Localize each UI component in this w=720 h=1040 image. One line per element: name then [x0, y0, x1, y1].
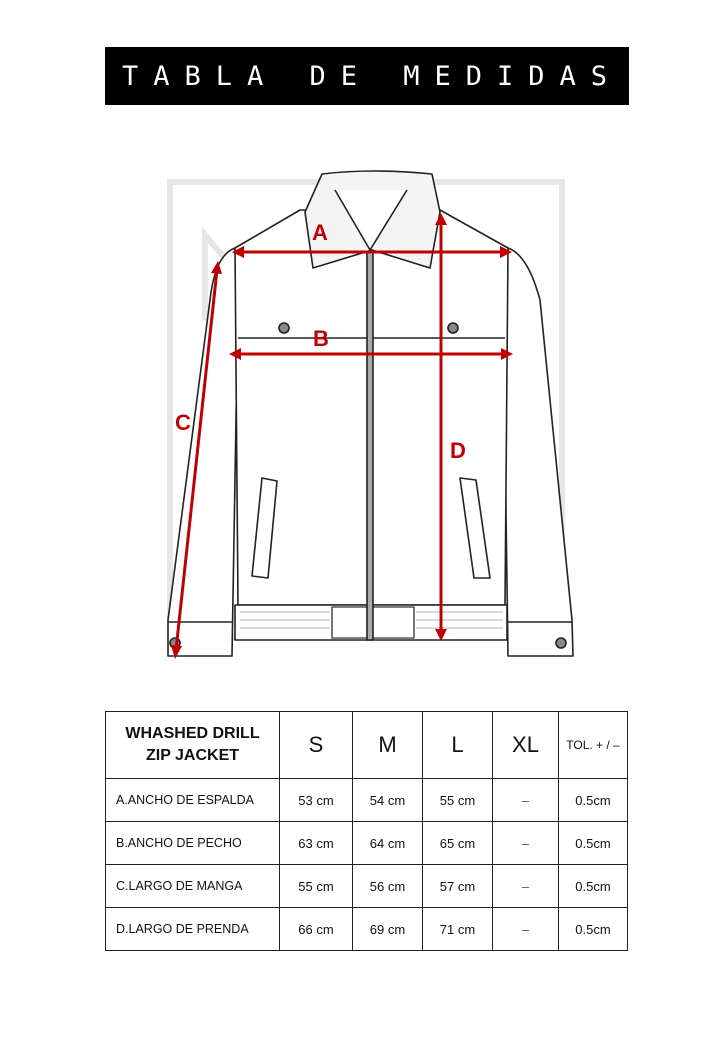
- cell-value: 53 cm: [279, 778, 353, 822]
- size-l: L: [422, 711, 493, 779]
- table-row: D.LARGO DE PRENDA 66 cm 69 cm 71 cm – 0.…: [105, 907, 628, 951]
- table-header: WHASHED DRILL ZIP JACKET S M L XL TOL. + …: [105, 711, 628, 779]
- button-icon: [278, 322, 290, 334]
- table-row: A.ANCHO DE ESPALDA 53 cm 54 cm 55 cm – 0…: [105, 778, 628, 822]
- label-a: A: [312, 220, 328, 245]
- row-label: C.LARGO DE MANGA: [105, 864, 280, 908]
- size-s: S: [279, 711, 353, 779]
- row-label: B.ANCHO DE PECHO: [105, 821, 280, 865]
- cell-tolerance: 0.5cm: [558, 864, 628, 908]
- label-b: B: [313, 326, 329, 351]
- jacket-drawing: [167, 170, 574, 657]
- cell-value: 63 cm: [279, 821, 353, 865]
- jacket-measurement-diagram: A B C D: [167, 170, 574, 659]
- right-pocket: [459, 477, 491, 579]
- cell-value: 69 cm: [352, 907, 423, 951]
- tolerance-header: TOL. + / –: [558, 711, 628, 779]
- row-label: A.ANCHO DE ESPALDA: [105, 778, 280, 822]
- row-label: D.LARGO DE PRENDA: [105, 907, 280, 951]
- right-sleeve: [502, 247, 574, 657]
- product-name: WHASHED DRILL ZIP JACKET: [105, 711, 280, 779]
- table-row: B.ANCHO DE PECHO 63 cm 64 cm 65 cm – 0.5…: [105, 821, 628, 865]
- table-row: C.LARGO DE MANGA 55 cm 56 cm 57 cm – 0.5…: [105, 864, 628, 908]
- zipper: [366, 251, 374, 641]
- cell-value: –: [492, 778, 559, 822]
- cell-value: 54 cm: [352, 778, 423, 822]
- cell-value: 64 cm: [352, 821, 423, 865]
- cell-value: –: [492, 821, 559, 865]
- size-table: WHASHED DRILL ZIP JACKET S M L XL TOL. + …: [105, 711, 628, 951]
- page-title: TABLA DE MEDIDAS: [105, 47, 629, 105]
- left-pocket: [251, 477, 278, 579]
- cell-value: 55 cm: [279, 864, 353, 908]
- cell-tolerance: 0.5cm: [558, 821, 628, 865]
- cell-value: 56 cm: [352, 864, 423, 908]
- cell-value: –: [492, 907, 559, 951]
- button-icon: [555, 637, 567, 649]
- cell-value: 71 cm: [422, 907, 493, 951]
- size-m: M: [352, 711, 423, 779]
- label-c: C: [175, 410, 191, 435]
- cell-value: 65 cm: [422, 821, 493, 865]
- cell-value: 55 cm: [422, 778, 493, 822]
- button-icon: [447, 322, 459, 334]
- label-d: D: [450, 438, 466, 463]
- cell-value: 57 cm: [422, 864, 493, 908]
- cell-tolerance: 0.5cm: [558, 778, 628, 822]
- cell-value: 66 cm: [279, 907, 353, 951]
- cell-tolerance: 0.5cm: [558, 907, 628, 951]
- arrow-c: [174, 269, 219, 651]
- measurement-arrows: [171, 213, 513, 659]
- size-xl: XL: [492, 711, 559, 779]
- cell-value: –: [492, 864, 559, 908]
